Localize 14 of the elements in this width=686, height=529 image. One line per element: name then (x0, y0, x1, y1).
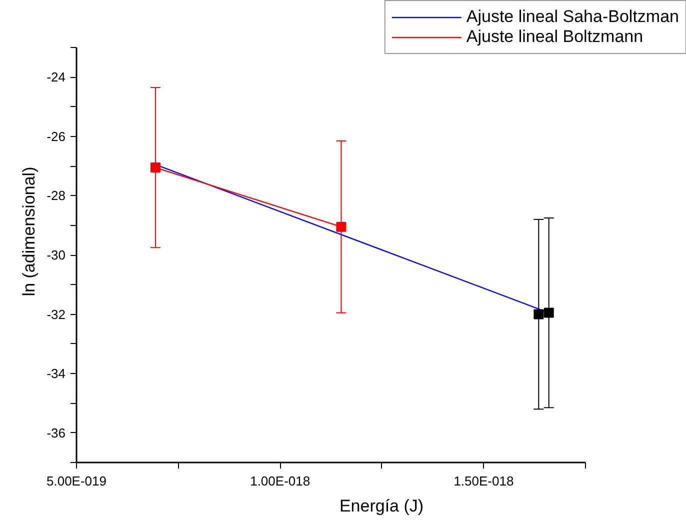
x-axis-title: Energía (J) (339, 496, 424, 516)
x-tick-label: 1.00E-018 (250, 474, 310, 488)
y-tick-label: -34 (46, 366, 66, 382)
x-tick-label: 5.00E-019 (46, 474, 107, 488)
y-tick-label: -26 (46, 128, 66, 144)
legend-label: Ajuste lineal Boltzmann (466, 27, 644, 47)
legend-label: Ajuste lineal Saha-Boltzman (466, 7, 679, 27)
y-tick-label: -24 (46, 70, 66, 85)
y-tick-label: -32 (46, 306, 66, 322)
x-tick-label: 1.50E-018 (454, 474, 514, 488)
y-tick-label: -36 (46, 425, 66, 440)
y-tick-label: -28 (46, 188, 66, 204)
y-tick-label: -30 (46, 248, 66, 262)
y-axis-title: ln (adimensional) (20, 166, 39, 296)
